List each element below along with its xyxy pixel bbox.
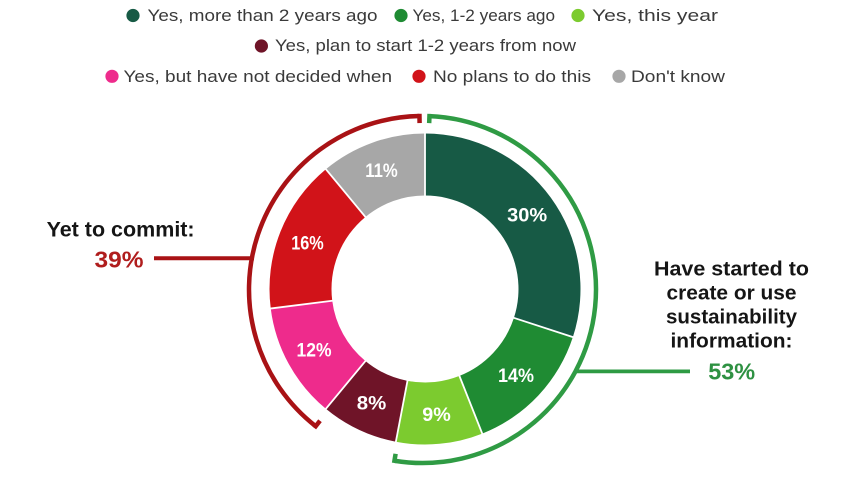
svg-text:12%: 12% — [297, 341, 332, 362]
svg-text:information:: information: — [671, 330, 793, 353]
svg-text:Yes, but have not decided when: Yes, but have not decided when — [124, 67, 393, 86]
svg-text:53%: 53% — [708, 359, 755, 385]
svg-text:Yes, plan to start 1-2 years f: Yes, plan to start 1-2 years from now — [275, 36, 577, 55]
svg-text:8%: 8% — [357, 394, 387, 415]
svg-text:Yes, this year: Yes, this year — [592, 6, 718, 25]
svg-text:14%: 14% — [498, 366, 534, 387]
svg-text:Yes, 1-2 years ago: Yes, 1-2 years ago — [413, 6, 556, 25]
svg-text:11%: 11% — [365, 161, 398, 182]
svg-text:16%: 16% — [291, 234, 324, 255]
svg-text:Have started to: Have started to — [654, 258, 809, 281]
svg-text:Yet to commit:: Yet to commit: — [47, 218, 195, 241]
svg-text:create or use: create or use — [667, 282, 797, 305]
svg-text:Yes, more than 2 years ago: Yes, more than 2 years ago — [148, 6, 378, 25]
svg-text:30%: 30% — [507, 206, 547, 227]
svg-text:Don't know: Don't know — [631, 67, 726, 86]
svg-text:39%: 39% — [95, 247, 144, 273]
svg-text:sustainability: sustainability — [666, 306, 798, 329]
svg-text:9%: 9% — [422, 405, 451, 426]
svg-text:No plans to do this: No plans to do this — [433, 67, 591, 86]
